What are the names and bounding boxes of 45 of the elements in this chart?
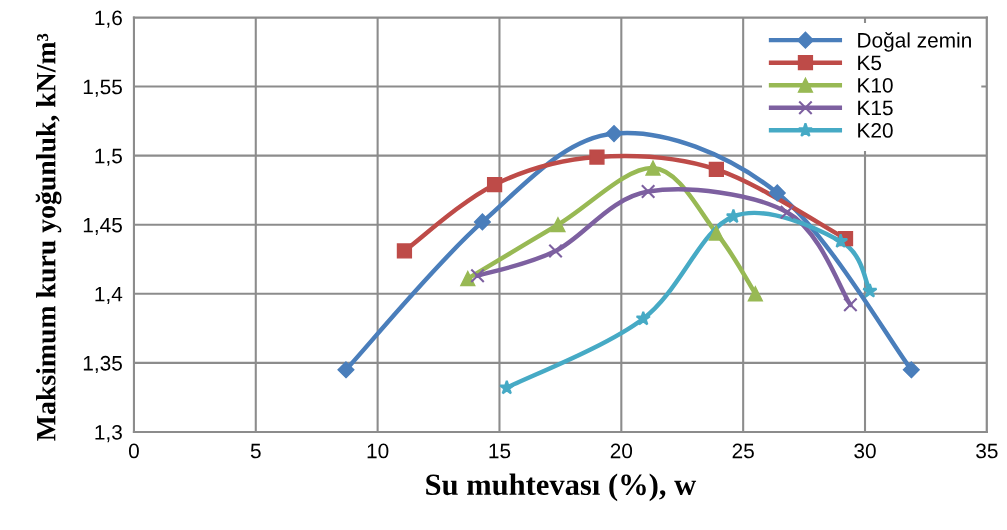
x-tick-label: 0 (128, 443, 139, 459)
point (589, 149, 605, 165)
x-tick-label: 35 (976, 443, 998, 459)
point (645, 160, 661, 176)
point (605, 124, 623, 143)
point (640, 184, 656, 199)
y-tick-label: 1,35 (83, 355, 122, 374)
point (768, 184, 786, 202)
point (843, 297, 858, 313)
point (708, 161, 724, 178)
x-tick-label: 10 (367, 443, 389, 459)
point (499, 379, 515, 395)
point (396, 243, 413, 259)
y-tick-label: 1,6 (95, 10, 122, 28)
point (708, 225, 724, 241)
legend-label: K15 (858, 100, 893, 116)
point (635, 310, 651, 326)
y-tick-label: 1,3 (95, 424, 122, 443)
point (747, 286, 763, 302)
legend-label: K5 (858, 55, 882, 71)
legend-label: Doğal zemin (858, 32, 971, 52)
legend-label: K20 (858, 123, 893, 138)
point (548, 243, 563, 259)
point (460, 270, 476, 287)
y-tick-label: 1,55 (83, 79, 122, 97)
point (833, 233, 849, 248)
point (862, 283, 878, 298)
x-tick-label: 30 (854, 443, 876, 459)
point (337, 361, 355, 379)
x-tick-label: 15 (489, 443, 511, 459)
point (779, 205, 795, 220)
point (473, 213, 491, 231)
x-tick-label: 25 (732, 443, 754, 459)
legend-label: K10 (858, 77, 893, 93)
point (550, 217, 566, 233)
point (470, 268, 485, 284)
x-tick-label: 5 (250, 443, 261, 459)
x-axis-title: Su muhtevası (%), w (426, 473, 697, 502)
y-tick-label: 1,5 (95, 148, 122, 166)
point (902, 361, 920, 379)
y-axis-title: Maksimum kuru yoğunluk, kN/m³ (35, 33, 62, 441)
y-tick-label: 1,4 (95, 287, 123, 305)
y-tick-label: 1,45 (83, 217, 122, 235)
point (486, 177, 503, 193)
x-tick-label: 20 (610, 443, 633, 459)
